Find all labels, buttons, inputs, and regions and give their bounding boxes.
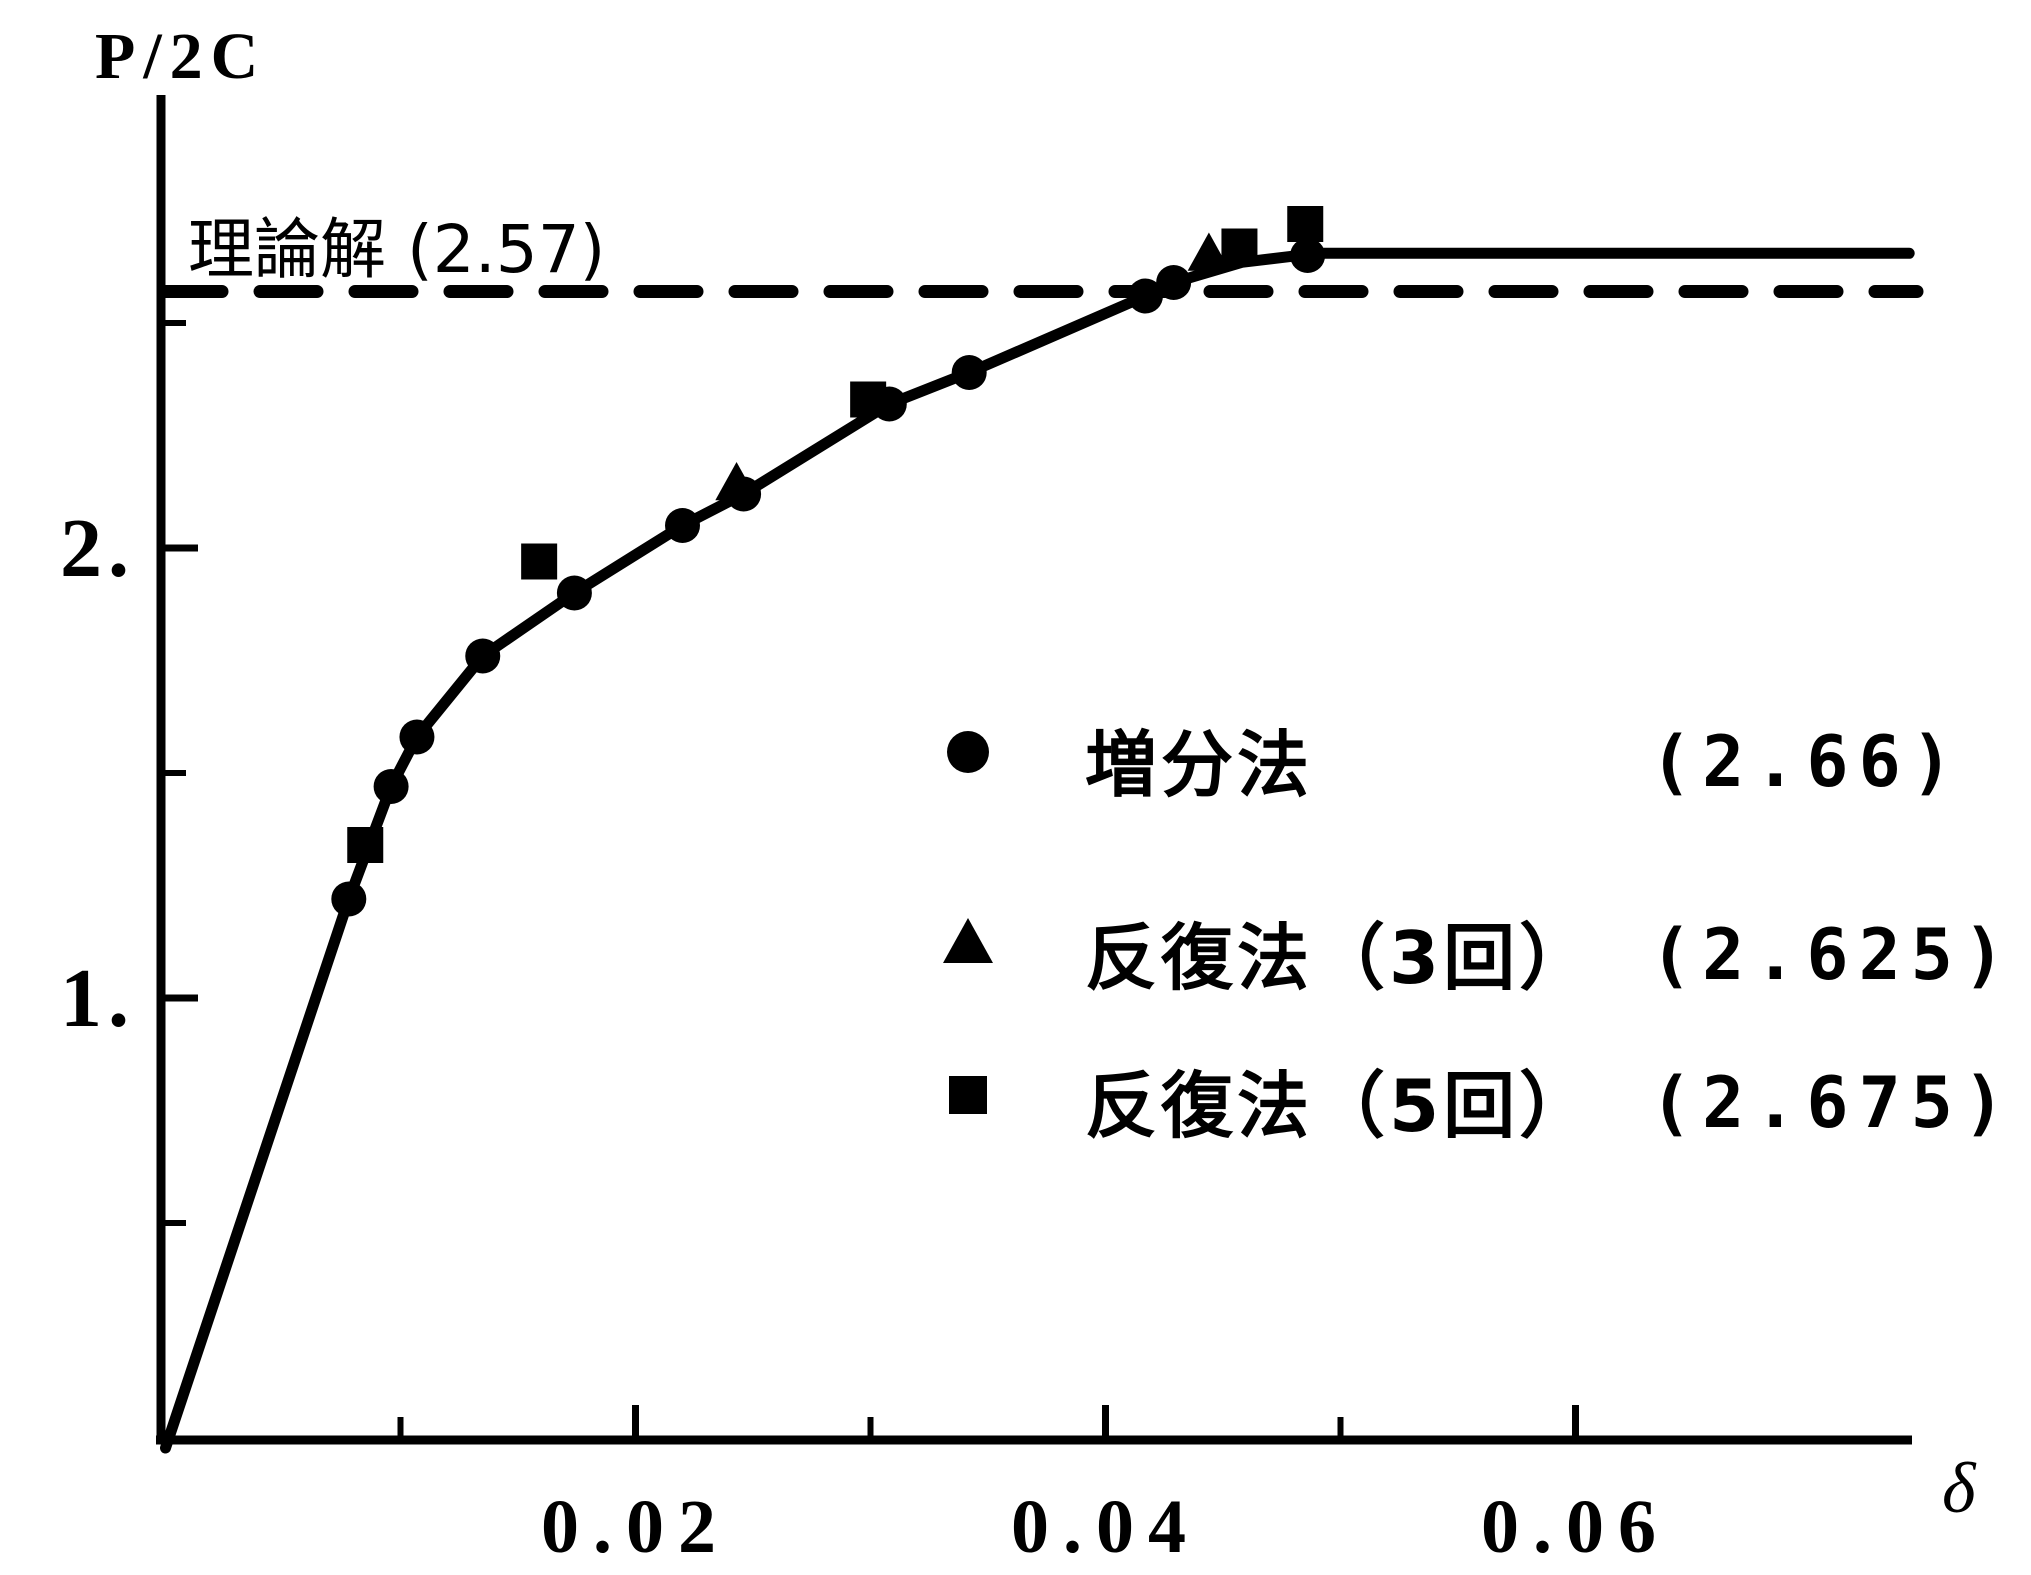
axis-tick-labels: 0.02 0.04 0.06 1. 2. xyxy=(60,502,1670,1569)
legend-marker-circle xyxy=(947,731,989,773)
y-tick-label: 1. xyxy=(60,952,135,1045)
data-point-triangle xyxy=(715,462,758,501)
axis-ticks xyxy=(161,320,1579,1440)
legend-value-iterative-3: (2.625) xyxy=(1650,914,2015,996)
y-tick-label: 2. xyxy=(60,502,135,595)
legend-marker-square xyxy=(949,1076,987,1114)
data-point-circle xyxy=(1290,238,1326,273)
data-point-square xyxy=(850,381,887,418)
data-point-circle xyxy=(399,719,435,755)
legend-value-incremental: (2.66) xyxy=(1650,721,1963,803)
legend-value-iterative-5: (2.675) xyxy=(1650,1062,2015,1144)
legend-marker-triangle xyxy=(943,918,993,963)
data-point-square xyxy=(521,543,558,580)
data-point-square xyxy=(1221,228,1258,265)
legend-markers xyxy=(943,731,993,1114)
data-point-square xyxy=(1287,206,1324,242)
legend-label-iterative-5: 反復法（5回） xyxy=(1085,1064,1595,1148)
x-axis-symbol: δ xyxy=(1942,1448,1977,1528)
data-point-circle xyxy=(465,638,501,674)
data-point-circle xyxy=(331,881,367,917)
data-point-circle xyxy=(1156,265,1192,300)
x-tick-label: 0.06 xyxy=(1481,1485,1670,1569)
data-points xyxy=(331,206,1326,917)
curve-polyline xyxy=(160,247,1915,1454)
data-point-square xyxy=(347,827,384,863)
legend-label-iterative-3: 反復法（3回） xyxy=(1085,916,1595,1000)
theory-line-label: 理論解 (2.57) xyxy=(188,211,605,288)
data-point-circle xyxy=(556,575,592,611)
data-point-circle xyxy=(665,508,700,543)
solution-curve xyxy=(160,247,1915,1454)
legend-label-incremental: 増分法 xyxy=(1085,723,1313,807)
y-axis-title: P/2C xyxy=(95,20,266,93)
data-point-triangle xyxy=(1187,232,1231,271)
x-tick-label: 0.02 xyxy=(541,1485,730,1569)
data-point-circle xyxy=(951,355,987,390)
data-point-circle xyxy=(1127,278,1163,314)
legend: 増分法 (2.66) 反復法（3回） (2.625) 反復法（5回） (2.67… xyxy=(943,721,2015,1148)
x-tick-label: 0.04 xyxy=(1011,1485,1200,1569)
axes xyxy=(156,95,1912,1445)
data-point-circle xyxy=(373,769,409,804)
